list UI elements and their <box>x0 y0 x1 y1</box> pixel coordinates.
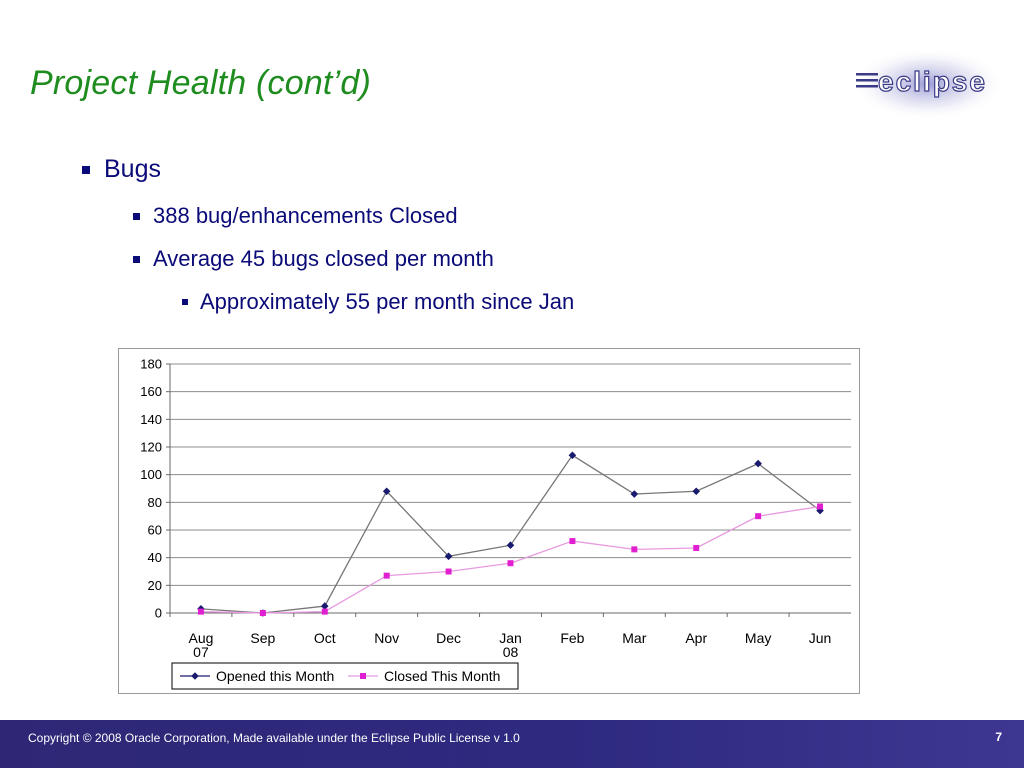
data-point-opened <box>630 490 639 498</box>
data-point-closed <box>817 503 824 510</box>
square-bullet-icon <box>82 165 90 174</box>
svg-text:eclipse: eclipse <box>878 66 987 97</box>
x-tick-label: Oct <box>314 630 336 646</box>
series-line-opened <box>200 454 821 614</box>
data-point-opened <box>382 487 391 496</box>
bullet-average: Average 45 bugs closed per month <box>133 246 494 272</box>
page-number: 7 <box>995 730 1002 744</box>
x-tick-label: Sep <box>250 630 275 646</box>
data-point-closed <box>259 610 266 616</box>
x-tick-label: Mar <box>622 630 646 646</box>
legend-box <box>171 662 519 690</box>
data-point-closed <box>321 608 328 615</box>
data-point-opened <box>320 602 329 610</box>
y-tick-label: 60 <box>148 523 162 538</box>
y-tick-label: 100 <box>140 467 162 482</box>
bullet-text: Bugs <box>104 155 161 183</box>
y-tick-label: 20 <box>148 578 162 593</box>
data-point-opened <box>506 541 515 550</box>
bullet-text: Approximately 55 per month since Jan <box>200 289 575 314</box>
series-line-closed <box>200 505 821 614</box>
y-tick-label: 0 <box>155 606 162 621</box>
data-point-closed <box>445 568 452 575</box>
data-point-closed <box>383 572 390 579</box>
data-point-closed <box>693 544 700 551</box>
x-tick-label: Aug <box>188 630 213 646</box>
y-tick-label: 160 <box>140 384 162 399</box>
data-point-closed <box>197 608 204 615</box>
bullet-closed-count: 388 bug/enhancements Closed <box>133 203 458 229</box>
data-point-opened <box>754 459 762 468</box>
data-point-closed <box>631 546 638 553</box>
square-bullet-icon <box>182 299 188 305</box>
x-tick-label: Dec <box>436 630 461 646</box>
legend-marker <box>360 673 366 679</box>
x-tick-label: 08 <box>503 644 519 660</box>
data-point-opened <box>568 451 577 460</box>
data-point-closed <box>569 538 576 545</box>
slide-title: Project Health (cont’d) <box>30 64 371 102</box>
x-tick-label: Feb <box>560 630 584 646</box>
bullet-since-jan: Approximately 55 per month since Jan <box>182 289 574 315</box>
y-tick-label: 40 <box>148 550 162 565</box>
eclipse-logo: eclipse <box>850 48 1006 120</box>
y-tick-label: 80 <box>148 495 162 510</box>
x-tick-label: Jun <box>809 630 832 646</box>
legend-label-opened: Opened this Month <box>216 668 334 684</box>
copyright-text: Copyright © 2008 Oracle Corporation, Mad… <box>28 731 520 745</box>
bullet-text: Average 45 bugs closed per month <box>153 246 494 271</box>
footer-bar: Copyright © 2008 Oracle Corporation, Mad… <box>0 720 1024 768</box>
x-tick-label: Nov <box>374 630 399 646</box>
x-tick-label: Jan <box>499 630 522 646</box>
y-tick-label: 180 <box>140 357 162 372</box>
x-tick-label: May <box>745 630 771 646</box>
data-point-closed <box>755 513 762 520</box>
legend-label-closed: Closed This Month <box>384 668 500 684</box>
y-tick-label: 140 <box>140 412 162 427</box>
square-bullet-icon <box>133 212 140 220</box>
x-tick-label: 07 <box>193 644 209 660</box>
square-bullet-icon <box>133 255 140 263</box>
bullet-bugs: Bugs <box>82 155 161 184</box>
bullet-text: 388 bug/enhancements Closed <box>153 203 458 228</box>
y-tick-label: 120 <box>140 440 162 455</box>
x-tick-label: Apr <box>685 630 707 646</box>
data-point-opened <box>692 487 701 496</box>
bugs-chart: 0 20 40 60 80 100 120 140 160 180 Aug 07 Sep Oct Nov De… <box>118 348 860 694</box>
data-point-closed <box>507 560 514 567</box>
